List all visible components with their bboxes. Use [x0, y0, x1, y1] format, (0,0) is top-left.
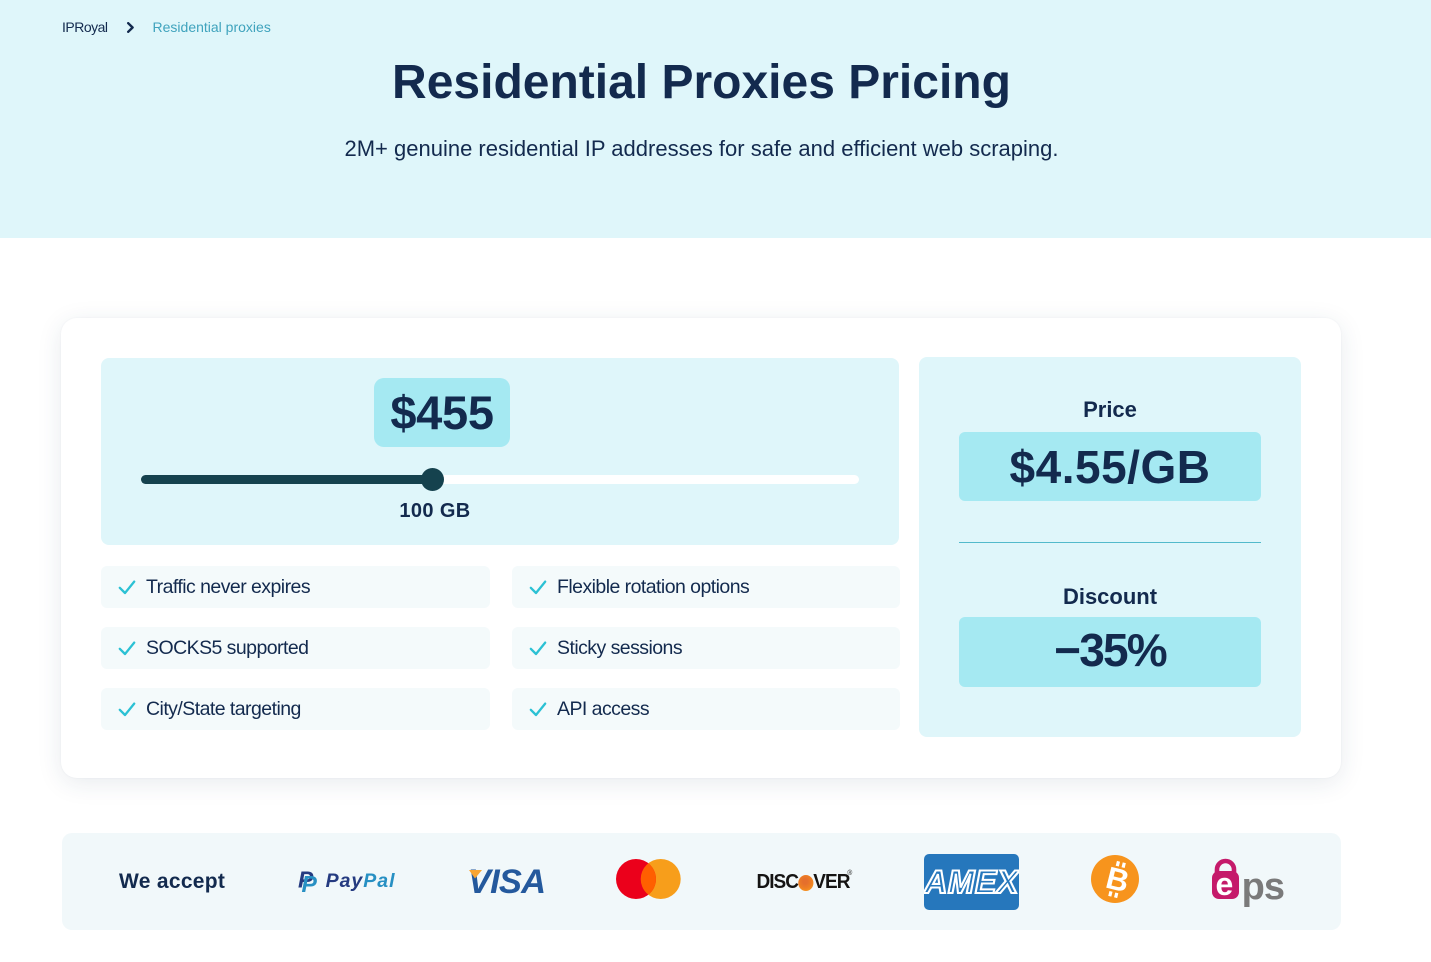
svg-text:P: P [298, 869, 314, 893]
svg-text:e: e [1215, 866, 1233, 902]
svg-text:P: P [301, 871, 317, 895]
svg-text:AMEX: AMEX [924, 864, 1019, 900]
